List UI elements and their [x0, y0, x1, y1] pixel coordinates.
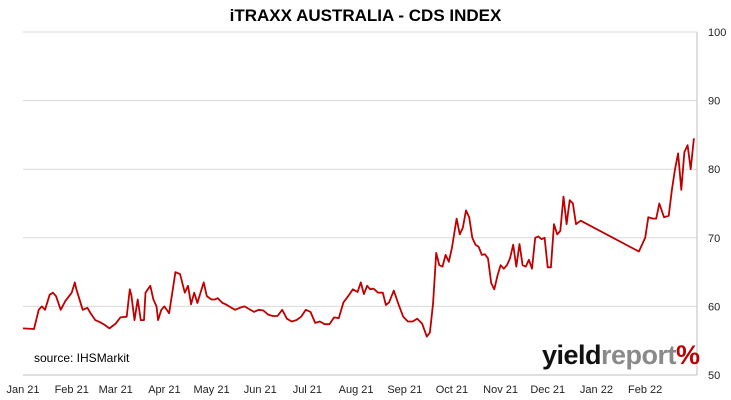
source-note: source: IHSMarkit	[34, 351, 130, 365]
logo-text-yield: yield	[542, 340, 602, 370]
x-tick-label: Dec 21	[530, 384, 565, 396]
y-tick-label: 60	[708, 301, 720, 313]
x-tick-label: Jan 22	[580, 384, 613, 396]
x-tick-label: Oct 21	[436, 384, 468, 396]
logo-percent-symbol: %	[676, 340, 700, 370]
x-tick-label: Feb 22	[628, 384, 662, 396]
x-tick-label: Apr 21	[148, 384, 180, 396]
y-tick-label: 100	[708, 27, 726, 39]
x-tick-label: Feb 21	[55, 384, 89, 396]
y-tick-label: 80	[708, 164, 720, 176]
x-tick-label: Nov 21	[483, 384, 518, 396]
y-tick-label: 70	[708, 233, 720, 245]
x-tick-label: Aug 21	[339, 384, 374, 396]
x-axis-tick-labels: Jan 21 Feb 21 Mar 21 Apr 21 May 21 Jun 21 Jul …	[6, 384, 662, 396]
x-tick-label: May 21	[193, 384, 229, 396]
x-tick-label: Jun 21	[244, 384, 277, 396]
chart-title: iTRAXX AUSTRALIA - CDS INDEX	[229, 6, 502, 25]
logo-text-report: report	[601, 340, 677, 370]
yieldreport-logo: yieldreport%	[542, 340, 700, 371]
x-tick-label: Sep 21	[387, 384, 422, 396]
gridlines	[23, 31, 698, 376]
cds-index-series-line	[22, 138, 695, 338]
x-tick-label: Jul 21	[293, 384, 322, 396]
y-tick-label: 50	[708, 370, 720, 382]
y-tick-label: 90	[708, 96, 720, 108]
x-tick-label: Jan 21	[6, 384, 39, 396]
y-axis-tick-labels: 50 60 70 80 90 100	[708, 27, 726, 382]
x-tick-label: Mar 21	[99, 384, 133, 396]
